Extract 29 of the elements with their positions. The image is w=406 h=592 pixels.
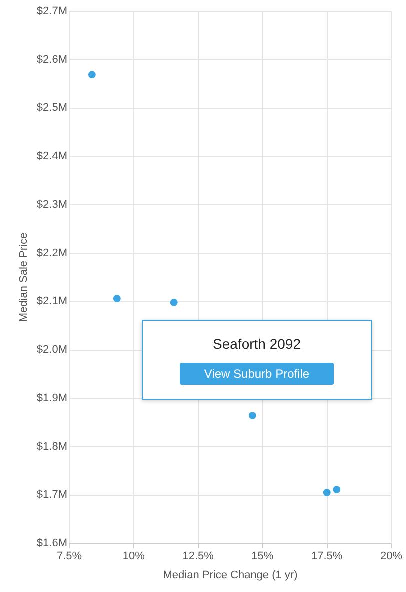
y-axis-title: Median Sale Price	[18, 232, 30, 322]
y-tick-label: $1.7M	[36, 489, 68, 502]
y-tick-label: $2.1M	[36, 296, 68, 308]
popup-panel: Seaforth 2092 View Suburb Profile	[142, 320, 372, 400]
point	[333, 486, 341, 494]
y-tick-label: $2.4M	[36, 150, 68, 163]
y-tick-label: $1.9M	[36, 392, 68, 404]
point	[248, 412, 256, 420]
y-tick-label: $1.6M	[36, 538, 68, 550]
point	[113, 295, 121, 302]
x-axis-title: Median Price Change (1 yr)	[163, 570, 298, 582]
y-tick-label: $2.5M	[36, 102, 68, 114]
x-tick-label: 12.5%	[182, 550, 214, 562]
view-profile-button[interactable]: View Suburb Profile	[180, 363, 334, 385]
y-tick-label: $2.2M	[36, 247, 68, 260]
point	[323, 489, 331, 496]
annotation: Seaforth 2092	[212, 335, 302, 353]
point	[170, 298, 178, 306]
y-tick-label: $2.3M	[36, 198, 68, 211]
y-tick-label: $2.6M	[36, 54, 68, 66]
x-tick-label: 15%	[252, 550, 274, 562]
point	[88, 71, 96, 79]
y-tick-label: $1.8M	[36, 440, 68, 453]
x-tick-label: 10%	[122, 550, 146, 562]
x-tick-label: 20%	[380, 550, 403, 562]
x-tick-label: 17.5%	[312, 550, 343, 562]
x-tick-label: 7.5%	[56, 550, 82, 562]
y-tick-label: $2.7M	[36, 6, 68, 18]
y-tick-label: $2.0M	[36, 344, 68, 356]
